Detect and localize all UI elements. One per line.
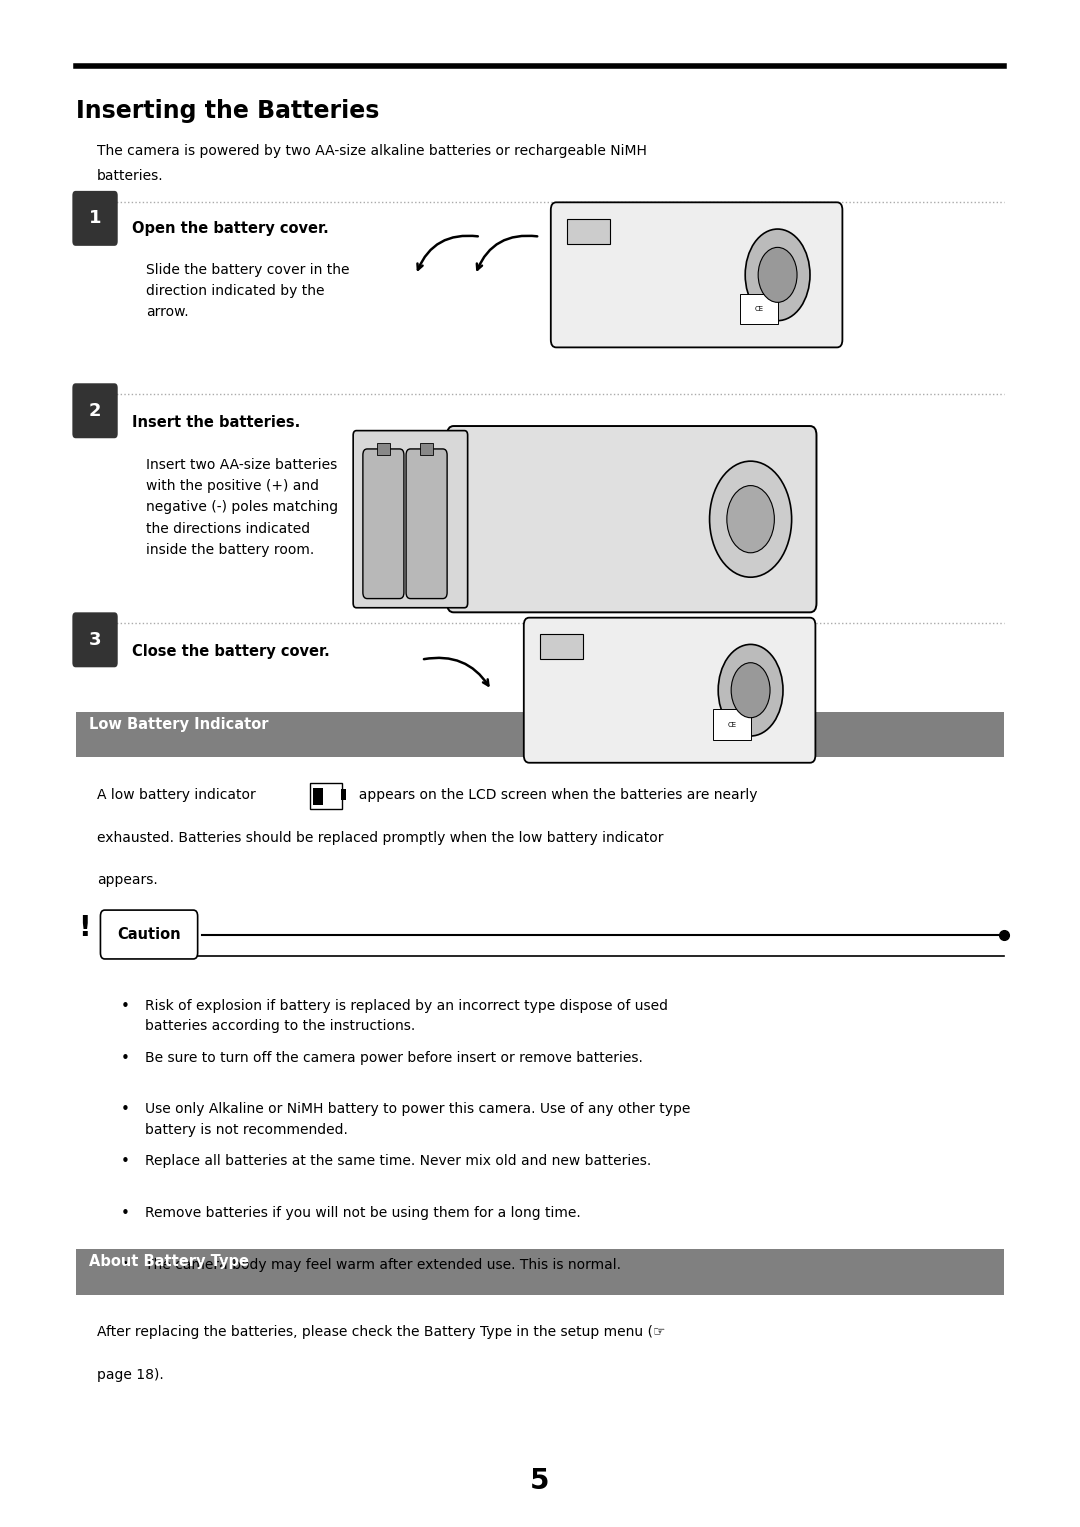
FancyBboxPatch shape (72, 191, 118, 246)
Text: Be sure to turn off the camera power before insert or remove batteries.: Be sure to turn off the camera power bef… (145, 1051, 643, 1064)
Text: Open the battery cover.: Open the battery cover. (132, 221, 328, 237)
Text: 3: 3 (89, 631, 102, 649)
Text: Close the battery cover.: Close the battery cover. (132, 644, 329, 660)
Circle shape (727, 486, 774, 553)
Text: batteries.: batteries. (97, 169, 164, 183)
Text: Low Battery Indicator: Low Battery Indicator (89, 716, 268, 731)
Text: The camera body may feel warm after extended use. This is normal.: The camera body may feel warm after exte… (145, 1258, 621, 1272)
Text: Caution: Caution (118, 927, 180, 942)
Text: CE: CE (728, 722, 737, 727)
Text: Replace all batteries at the same time. Never mix old and new batteries.: Replace all batteries at the same time. … (145, 1154, 651, 1168)
Text: •: • (121, 1258, 130, 1274)
FancyBboxPatch shape (524, 617, 815, 762)
FancyBboxPatch shape (72, 612, 118, 667)
Text: 1: 1 (89, 209, 102, 228)
Text: appears.: appears. (97, 873, 158, 887)
Text: Insert the batteries.: Insert the batteries. (132, 415, 300, 431)
Bar (420, 443, 433, 455)
Text: After replacing the batteries, please check the Battery Type in the setup menu (: After replacing the batteries, please ch… (97, 1325, 665, 1339)
Bar (76, 712, 1004, 757)
Circle shape (710, 461, 792, 577)
FancyBboxPatch shape (406, 449, 447, 599)
Text: 2: 2 (89, 402, 102, 420)
Bar (313, 788, 323, 805)
FancyBboxPatch shape (363, 449, 404, 599)
Text: CE: CE (755, 307, 764, 312)
FancyBboxPatch shape (310, 783, 342, 809)
Bar (740, 293, 778, 324)
Bar (377, 443, 390, 455)
Bar (540, 635, 583, 660)
Bar (76, 1249, 1004, 1295)
Bar (341, 789, 346, 800)
Text: The camera is powered by two AA-size alkaline batteries or rechargeable NiMH: The camera is powered by two AA-size alk… (97, 144, 647, 157)
Bar (713, 709, 751, 739)
Circle shape (758, 247, 797, 302)
Text: exhausted. Batteries should be replaced promptly when the low battery indicator: exhausted. Batteries should be replaced … (97, 831, 664, 844)
Text: Use only Alkaline or NiMH battery to power this camera. Use of any other type
ba: Use only Alkaline or NiMH battery to pow… (145, 1102, 690, 1136)
Text: •: • (121, 1154, 130, 1170)
Text: appears on the LCD screen when the batteries are nearly: appears on the LCD screen when the batte… (350, 788, 757, 802)
Text: Insert two AA-size batteries
with the positive (+) and
negative (-) poles matchi: Insert two AA-size batteries with the po… (146, 458, 338, 557)
Bar (567, 220, 610, 244)
Text: •: • (121, 1206, 130, 1222)
Text: Inserting the Batteries: Inserting the Batteries (76, 99, 379, 124)
FancyBboxPatch shape (72, 383, 118, 438)
Text: 5: 5 (530, 1467, 550, 1495)
Text: About Battery Type: About Battery Type (89, 1254, 248, 1269)
FancyBboxPatch shape (353, 431, 468, 608)
Text: A low battery indicator: A low battery indicator (97, 788, 256, 802)
Text: Remove batteries if you will not be using them for a long time.: Remove batteries if you will not be usin… (145, 1206, 580, 1220)
Text: !: ! (78, 915, 91, 942)
Text: •: • (121, 1051, 130, 1066)
Text: Risk of explosion if battery is replaced by an incorrect type dispose of used
ba: Risk of explosion if battery is replaced… (145, 999, 667, 1032)
Text: Slide the battery cover in the
direction indicated by the
arrow.: Slide the battery cover in the direction… (146, 263, 349, 319)
Text: •: • (121, 1102, 130, 1118)
FancyBboxPatch shape (100, 910, 198, 959)
FancyBboxPatch shape (551, 203, 842, 348)
Circle shape (731, 663, 770, 718)
Text: page 18).: page 18). (97, 1368, 164, 1382)
Circle shape (718, 644, 783, 736)
Circle shape (745, 229, 810, 321)
FancyBboxPatch shape (447, 426, 816, 612)
Text: •: • (121, 999, 130, 1014)
